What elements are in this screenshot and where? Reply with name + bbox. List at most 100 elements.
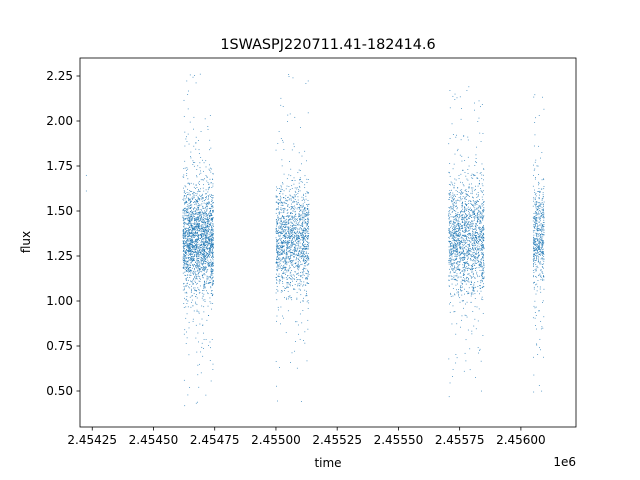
data-point (290, 229, 292, 230)
data-point (211, 272, 213, 274)
data-point (278, 234, 280, 236)
data-point (298, 244, 299, 246)
data-point (478, 219, 479, 220)
data-point (466, 178, 468, 180)
data-point (301, 210, 303, 212)
data-point (456, 228, 457, 230)
data-point (203, 249, 205, 251)
data-point (186, 241, 187, 243)
data-point (455, 251, 457, 253)
data-point (189, 253, 191, 255)
data-point (204, 281, 205, 283)
data-point (298, 237, 299, 238)
data-point (285, 259, 287, 261)
data-point (302, 248, 303, 250)
data-point (185, 278, 187, 280)
data-point (468, 227, 469, 228)
data-point (306, 278, 308, 280)
data-point (286, 244, 287, 246)
data-point (188, 212, 190, 214)
data-point (470, 249, 472, 251)
data-point (459, 154, 461, 156)
data-point (286, 243, 288, 245)
data-point (449, 175, 451, 177)
data-point (196, 238, 197, 240)
data-point (197, 206, 199, 208)
data-point (187, 207, 189, 209)
data-point (285, 257, 287, 259)
data-point (193, 232, 195, 234)
data-point (204, 222, 206, 224)
data-point (290, 260, 292, 261)
data-point (291, 235, 293, 237)
data-point (468, 209, 469, 211)
data-point (209, 248, 211, 249)
data-point (277, 269, 279, 271)
data-point (479, 231, 481, 233)
data-point (449, 232, 450, 233)
data-point (184, 245, 185, 247)
data-point (281, 249, 283, 251)
data-point (295, 245, 296, 247)
data-point (195, 210, 196, 212)
data-point (306, 256, 308, 258)
data-point (478, 246, 480, 248)
data-point (459, 216, 461, 217)
data-point (212, 294, 213, 296)
data-point (203, 251, 205, 253)
data-point (469, 233, 470, 235)
data-point (452, 228, 453, 229)
data-point (473, 325, 475, 327)
data-point (460, 225, 462, 227)
data-point (452, 201, 454, 203)
data-point (210, 274, 212, 276)
data-point (301, 209, 303, 211)
data-point (465, 230, 466, 232)
data-point (189, 267, 191, 269)
data-point (448, 246, 450, 248)
data-point (474, 211, 475, 213)
data-point (301, 257, 302, 259)
data-point (299, 219, 300, 220)
data-point (465, 193, 467, 195)
data-point (208, 230, 210, 231)
data-point (452, 216, 454, 218)
data-point (465, 229, 466, 230)
data-point (480, 190, 482, 192)
data-point (305, 251, 307, 253)
data-point (463, 135, 465, 137)
data-point (193, 287, 194, 289)
data-point (195, 273, 196, 275)
data-point (298, 251, 299, 253)
data-point (304, 232, 306, 234)
data-point (192, 264, 194, 266)
data-point (290, 255, 291, 257)
data-point (278, 213, 280, 215)
data-point (198, 243, 200, 245)
data-point (467, 169, 469, 170)
data-point (296, 258, 298, 259)
data-point (456, 263, 458, 265)
data-point (185, 227, 187, 229)
data-point (195, 266, 197, 267)
data-point (467, 136, 469, 138)
data-point (275, 149, 277, 151)
data-point (205, 206, 207, 208)
data-point (482, 199, 484, 201)
data-point (295, 225, 297, 226)
data-point (211, 229, 213, 231)
data-point (197, 332, 199, 334)
data-point (194, 213, 196, 215)
data-point (182, 217, 184, 219)
data-point (463, 252, 465, 254)
data-point (478, 100, 480, 102)
data-point (294, 211, 296, 213)
data-point (207, 208, 209, 210)
data-point (206, 262, 208, 263)
data-point (306, 293, 307, 295)
data-point (185, 298, 187, 300)
data-point (301, 256, 302, 257)
data-point (470, 276, 472, 277)
data-point (307, 212, 309, 214)
data-point (282, 228, 283, 230)
